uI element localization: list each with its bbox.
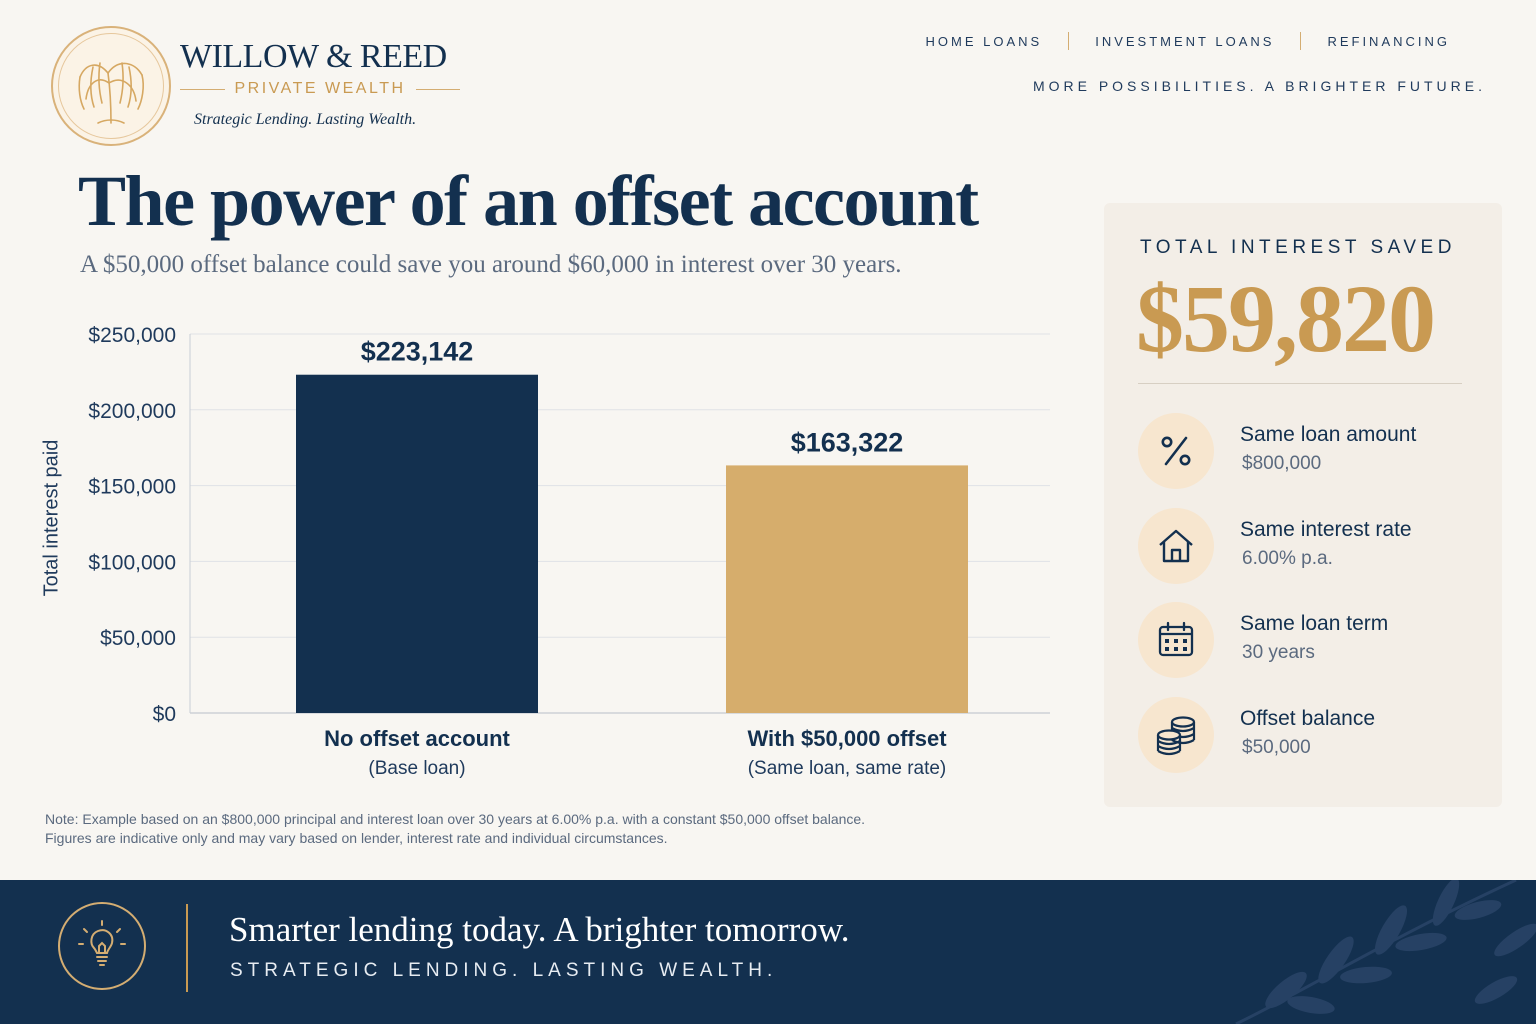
- coins-icon: [1138, 697, 1214, 773]
- disclaimer-note: Note: Example based on an $800,000 princ…: [45, 810, 1005, 848]
- logo-emblem: [51, 26, 171, 146]
- y-axis-label: Total interest paid: [40, 439, 63, 597]
- feature-loan-amount: Same loan amount $800,000: [1138, 413, 1478, 493]
- feature-interest-rate: Same interest rate 6.00% p.a.: [1138, 508, 1478, 588]
- y-tick-label: $100,000: [88, 551, 176, 574]
- savings-label: TOTAL INTEREST SAVED: [1140, 237, 1456, 258]
- bar: [726, 465, 968, 713]
- feature-value: $50,000: [1242, 737, 1311, 758]
- brand-name: WILLOW & REED: [180, 38, 447, 75]
- y-tick-label: $200,000: [88, 400, 176, 423]
- header-slogan: MORE POSSIBILITIES. A BRIGHTER FUTURE.: [1032, 78, 1486, 94]
- page-subtitle: A $50,000 offset balance could save you …: [80, 251, 902, 278]
- footer-subtitle: STRATEGIC LENDING. LASTING WEALTH.: [230, 960, 778, 981]
- savings-panel: TOTAL INTEREST SAVED $59,820 Same loan a…: [1104, 203, 1502, 807]
- x-tick-label: No offset account: [324, 726, 510, 751]
- chart-svg: $0 $50,000 $100,000 $150,000 $200,000 $250,00…: [88, 324, 1050, 779]
- y-tick-label: $250,000: [88, 324, 176, 347]
- percent-icon: [1138, 413, 1214, 489]
- nav-separator: [1068, 32, 1070, 50]
- brand-rule-left: [180, 88, 225, 90]
- lightbulb-icon: [58, 902, 146, 990]
- footer-divider: [186, 904, 188, 992]
- feature-title: Same loan amount: [1240, 423, 1417, 446]
- nav-separator: [1300, 32, 1302, 50]
- brand-sub: PRIVATE WEALTH: [180, 80, 461, 98]
- calendar-icon: [1138, 602, 1214, 678]
- feature-title: Same loan term: [1240, 612, 1389, 635]
- brand-rule-right: [415, 88, 461, 90]
- leaf-decoration-icon: [1235, 880, 1536, 1024]
- footer-banner: Smarter lending today. A brighter tomorr…: [0, 880, 1536, 1024]
- house-icon: [1138, 508, 1214, 584]
- brand-sub-label: PRIVATE WEALTH: [234, 80, 406, 97]
- feature-title: Offset balance: [1240, 707, 1376, 730]
- data-label: $223,142: [361, 337, 474, 367]
- x-tick-label: With $50,000 offset: [747, 726, 947, 751]
- feature-title: Same interest rate: [1240, 518, 1412, 541]
- note-line-2: Figures are indicative only and may vary…: [45, 830, 668, 846]
- footer-title: Smarter lending today. A brighter tomorr…: [229, 910, 850, 949]
- nav-home-loans[interactable]: HOME LOANS: [925, 33, 1043, 49]
- y-tick-label: $50,000: [100, 627, 176, 650]
- x-tick-sublabel: (Base loan): [368, 758, 465, 779]
- willow-tree-icon: [58, 33, 164, 139]
- x-tick-sublabel: (Same loan, same rate): [748, 758, 947, 779]
- note-line-1: Note: Example based on an $800,000 princ…: [45, 811, 866, 827]
- feature-value: 6.00% p.a.: [1242, 548, 1333, 569]
- feature-offset-balance: Offset balance $50,000: [1138, 697, 1478, 777]
- panel-divider: [1138, 383, 1462, 384]
- interest-bar-chart: $0 $50,000 $100,000 $150,000 $200,000 $250,00…: [0, 300, 1080, 800]
- bar: [296, 374, 538, 713]
- nav-refinancing[interactable]: REFINANCING: [1327, 33, 1450, 49]
- brand-tagline: Strategic Lending. Lasting Wealth.: [194, 111, 417, 128]
- nav-investment-loans[interactable]: INVESTMENT LOANS: [1095, 33, 1275, 49]
- y-tick-label: $150,000: [88, 476, 176, 499]
- feature-loan-term: Same loan term 30 years: [1138, 602, 1478, 682]
- y-tick-label: $0: [153, 703, 176, 726]
- data-label: $163,322: [791, 427, 904, 457]
- feature-value: 30 years: [1242, 642, 1315, 663]
- savings-value: $59,820: [1136, 265, 1436, 372]
- top-nav: HOME LOANS INVESTMENT LOANS REFINANCING: [926, 32, 1450, 50]
- page-title: The power of an offset account: [78, 161, 979, 241]
- feature-value: $800,000: [1242, 453, 1322, 474]
